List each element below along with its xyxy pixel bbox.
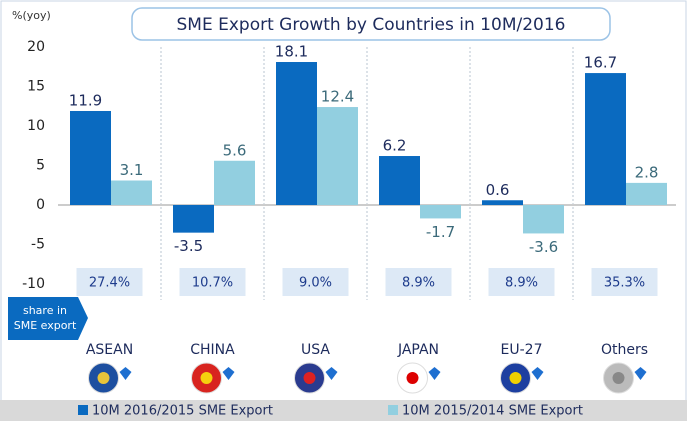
flag-icon-dot (509, 372, 522, 384)
bar (585, 73, 626, 205)
bar (111, 180, 152, 205)
legend-label: 10M 2016/2015 SME Export (92, 404, 273, 419)
flag-icon-dot (612, 372, 625, 384)
flag-icon-dot (200, 372, 213, 384)
y-tick-label: 5 (36, 158, 45, 174)
data-label: 3.1 (120, 161, 144, 179)
legend-bar (0, 400, 687, 421)
badge-icon (531, 367, 544, 380)
x-tick-label: ASEAN (86, 342, 133, 358)
data-label: 16.7 (584, 54, 617, 72)
share-label: 8.9% (505, 276, 538, 291)
y-tick-label: -5 (31, 237, 45, 253)
x-tick-label: CHINA (190, 342, 235, 358)
chart-title: SME Export Growth by Countries in 10M/20… (177, 15, 566, 35)
share-box (385, 268, 452, 296)
title-box (131, 7, 611, 41)
legend-label: 10M 2015/2014 SME Export (402, 404, 583, 419)
share-label: 9.0% (299, 276, 332, 291)
bar (276, 62, 317, 206)
data-label: 0.6 (486, 181, 510, 199)
share-box (179, 268, 246, 296)
badge-icon (325, 367, 338, 380)
share-label: 10.7% (192, 276, 233, 291)
share-box (591, 268, 658, 296)
y-tick-label: 20 (27, 39, 45, 55)
share-label: 35.3% (604, 276, 645, 291)
legend-swatch (388, 405, 398, 415)
bar (317, 107, 358, 205)
badge-icon (634, 367, 647, 380)
x-tick-label: EU-27 (501, 342, 543, 358)
legend-swatch (78, 405, 88, 415)
share-box (76, 268, 143, 296)
data-label: -3.6 (529, 238, 558, 256)
data-label: 5.6 (223, 141, 247, 159)
data-label: -1.7 (426, 223, 455, 241)
data-label: 11.9 (69, 91, 102, 109)
x-tick-label: USA (301, 342, 330, 358)
bar (523, 205, 564, 234)
y-tick-label: 0 (36, 197, 45, 213)
share-tag (8, 297, 88, 340)
flag-icon-dot (303, 372, 316, 384)
data-label: 2.8 (635, 163, 659, 181)
flag-icon-dot (97, 372, 110, 384)
badge-icon (119, 367, 132, 380)
data-label: 12.4 (321, 88, 354, 106)
y-tick-label: 10 (27, 118, 45, 134)
share-label: 8.9% (402, 276, 435, 291)
data-label: 18.1 (275, 43, 308, 61)
bar (420, 205, 461, 219)
bar (70, 110, 111, 205)
x-tick-label: JAPAN (397, 342, 439, 358)
bar (379, 156, 420, 205)
badge-icon (222, 367, 235, 380)
flag-icon-dot (406, 372, 419, 384)
bar (482, 200, 523, 205)
y-tick-label: 15 (27, 79, 45, 95)
data-label: -3.5 (174, 237, 203, 255)
badge-icon (428, 367, 441, 380)
bar (214, 160, 255, 205)
y-tick-label: -10 (22, 276, 45, 292)
share-tag-label: SME export (14, 319, 77, 332)
bar (173, 205, 214, 233)
share-tag-label: share in (23, 304, 67, 317)
data-label: 6.2 (383, 137, 407, 155)
x-tick-label: Others (601, 342, 648, 358)
share-box (282, 268, 349, 296)
y-axis-label: %(yoy) (12, 9, 51, 22)
share-box (488, 268, 555, 296)
share-label: 27.4% (89, 276, 130, 291)
bar (626, 182, 667, 205)
